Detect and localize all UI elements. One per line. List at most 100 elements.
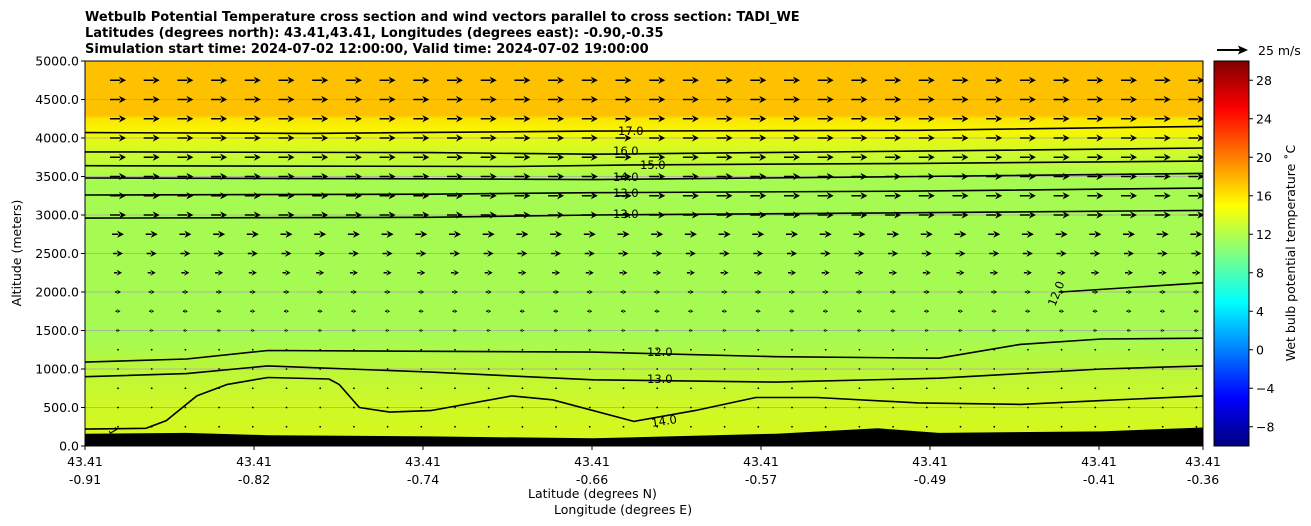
wind-vector (487, 387, 490, 390)
wind-vector (959, 425, 962, 428)
wind-vector (454, 368, 456, 370)
wind-vector (487, 425, 490, 428)
wind-vector (247, 250, 258, 257)
wind-vector (858, 425, 861, 428)
wind-vector (452, 289, 458, 295)
wind-vector (519, 289, 526, 295)
wind-vector (757, 406, 760, 409)
wind-vector (312, 115, 329, 123)
wind-vector (1121, 134, 1137, 142)
wind-vector (622, 387, 625, 390)
wind-vector (821, 269, 830, 276)
wind-vector (784, 192, 800, 200)
wind-vector (487, 406, 490, 409)
wind-vector (1024, 289, 1031, 295)
wind-vector (784, 153, 800, 161)
wind-vector (514, 134, 531, 142)
wind-vector (1195, 406, 1198, 409)
wind-vector (817, 134, 834, 142)
wind-vector (787, 250, 797, 257)
wind-vector (990, 269, 999, 276)
wind-vector (755, 289, 762, 295)
wind-vector (110, 211, 126, 219)
y-tick-label: 2500.0 (35, 246, 79, 261)
wind-vector (1195, 348, 1198, 351)
wind-vector (420, 348, 423, 351)
wind-vector (413, 153, 430, 161)
wind-vector (1094, 425, 1097, 428)
wind-vector (851, 134, 868, 142)
wind-vector (110, 153, 126, 161)
wind-vector (150, 348, 153, 351)
wind-vector (281, 250, 292, 257)
wind-vector (587, 308, 593, 314)
wind-vector (682, 134, 699, 142)
wind-vector (449, 230, 461, 238)
wind-vector (1195, 387, 1198, 390)
y-tick-label: 3500.0 (35, 169, 79, 184)
wind-vector (682, 76, 699, 84)
wind-vector (823, 308, 829, 314)
wind-vector (956, 269, 965, 276)
wind-vector (521, 406, 524, 409)
wind-vector (181, 269, 190, 276)
wind-vector (986, 134, 1003, 142)
wind-vector (1161, 387, 1164, 390)
contour-label-13-lower: 13.0 (647, 372, 673, 386)
wind-vector (450, 250, 460, 257)
wind-vector (723, 368, 726, 370)
wind-vector (386, 348, 389, 351)
wind-vector (858, 387, 861, 390)
wind-vector (615, 153, 632, 161)
wind-vector (420, 368, 423, 370)
wind-vector (514, 153, 531, 161)
contour-lines (85, 125, 1203, 430)
wind-vector (418, 289, 425, 295)
wind-vector (656, 406, 659, 409)
wind-vector (723, 348, 726, 351)
wind-vector (1023, 269, 1032, 276)
wind-vector (319, 406, 322, 409)
wind-vector (618, 250, 629, 257)
x-tick-lon: -0.74 (407, 472, 439, 487)
wind-vector (822, 289, 829, 295)
wind-vector (1161, 348, 1164, 351)
wind-vector (1121, 153, 1137, 161)
colorbar-tick-label: 8 (1256, 265, 1264, 280)
wind-vector (820, 250, 831, 257)
wind-vector (885, 134, 902, 142)
wind-vector (690, 368, 692, 370)
wind-vector (117, 348, 119, 351)
wind-vector (1128, 425, 1130, 428)
wind-vector (649, 76, 666, 84)
wind-vector (149, 308, 155, 314)
wind-vector (386, 406, 389, 409)
wind-vector (1194, 328, 1199, 333)
wind-vector (824, 368, 827, 370)
wind-vector (184, 368, 187, 370)
wind-vector (345, 115, 362, 123)
y-tick-label: 3000.0 (35, 208, 79, 223)
y-tick-label: 4500.0 (35, 92, 79, 107)
wind-vector (855, 269, 864, 276)
wind-vector (757, 368, 760, 370)
wind-vector (1053, 192, 1070, 200)
wind-vector (858, 406, 861, 409)
wind-vector (784, 115, 800, 123)
wind-vector (1053, 134, 1070, 142)
wind-vector (250, 328, 255, 333)
contour-line-13 (85, 187, 1203, 196)
wind-vector (385, 308, 391, 314)
wind-vector (480, 95, 497, 104)
wind-vector (791, 387, 793, 390)
wind-vector (453, 328, 457, 333)
wind-vector (581, 153, 598, 161)
wind-vector (952, 211, 969, 219)
wind-vector (1121, 192, 1137, 200)
wind-vector (417, 269, 426, 276)
wind-vector (278, 211, 295, 219)
wind-vector (514, 211, 531, 219)
wind-vector (1060, 348, 1063, 351)
wind-vector (420, 425, 423, 428)
